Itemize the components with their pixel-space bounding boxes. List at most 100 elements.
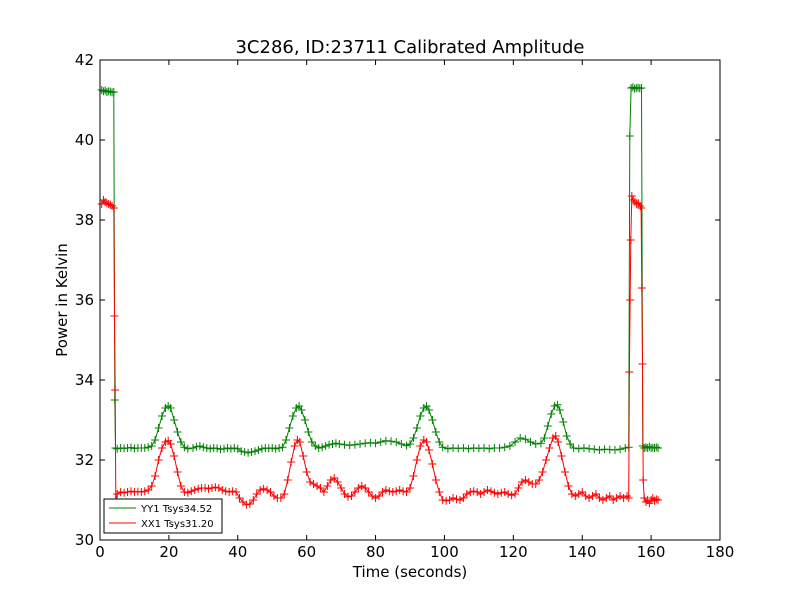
data-point-marker [627,192,636,200]
data-point-marker [170,452,179,460]
data-point-marker [347,492,356,500]
data-point-marker [259,484,268,493]
data-point-marker [428,416,437,424]
data-point-marker [511,490,520,498]
y-tick-label: 32 [75,451,94,469]
data-point-marker [638,360,647,368]
data-point-marker [257,444,266,453]
data-point-marker [287,458,296,466]
data-point-marker [364,488,373,496]
data-point-marker [559,418,568,426]
data-point-marker [147,482,156,490]
data-point-marker [654,444,662,452]
data-point-marker [435,488,444,496]
data-point-marker [561,468,569,476]
data-point-marker [97,200,106,208]
data-point-marker [605,492,614,500]
data-point-marker [192,442,201,451]
data-point-marker [158,444,166,452]
data-point-marker [625,132,634,140]
data-point-marker [297,406,306,414]
data-point-marker [282,436,290,444]
data-point-marker [416,442,425,450]
data-point-marker [378,488,387,496]
data-point-marker [280,490,289,498]
data-point-marker [300,416,309,424]
data-point-marker [337,484,346,492]
data-point-marker [232,488,241,496]
legend: YY1 Tsys34.52 XX1 Tsys31.20 [103,498,223,534]
data-point-marker [431,476,440,484]
data-point-marker [650,496,659,505]
data-point-marker [547,410,556,418]
data-point-marker [435,438,444,446]
data-point-marker [247,448,256,456]
data-point-marker [647,496,656,504]
data-point-marker [473,488,482,496]
data-point-marker [505,442,514,450]
data-point-marker [574,444,583,453]
data-point-marker [641,498,650,506]
data-point-marker [375,492,383,500]
data-point-marker [245,500,254,508]
x-tick-label: 100 [430,543,459,561]
data-point-marker [113,490,122,498]
data-point-marker [388,488,397,496]
data-point-marker [235,494,244,502]
data-point-marker [551,432,560,440]
x-tick-label: 20 [159,543,178,561]
data-point-marker [101,198,110,206]
data-point-marker [459,444,468,452]
data-point-marker [271,444,280,453]
data-point-marker [328,440,337,448]
data-point-marker [637,204,646,212]
data-point-marker [630,198,639,206]
data-point-marker [616,445,625,454]
data-point-marker [412,456,421,464]
data-point-marker [406,440,414,448]
data-point-marker [578,488,587,496]
data-point-marker [536,439,545,448]
data-point-marker [609,496,618,504]
legend-box [103,498,223,534]
data-point-marker [325,440,334,449]
data-point-marker [173,468,182,476]
data-point-marker [306,478,315,486]
data-point-marker [213,444,222,453]
data-point-marker [109,88,118,96]
data-point-marker [579,444,588,452]
data-point-marker [500,488,509,496]
data-point-marker [639,476,648,484]
data-point-marker [151,436,160,444]
data-point-marker [497,488,506,497]
data-point-marker [104,200,113,208]
data-point-marker [180,443,189,452]
data-point-marker [166,440,175,448]
y-tick-label: 38 [75,211,94,229]
data-point-marker [368,492,377,500]
data-point-marker [154,424,163,432]
data-point-marker [531,480,540,488]
data-point-marker [399,487,408,496]
data-point-marker [409,472,418,480]
data-point-marker [275,444,284,452]
data-point-marker [237,447,246,456]
ticks-layer: 0 20 40 60 80 100 120 140 160 180 30 32 34 36 38 40 42 [75,51,734,561]
data-point-marker [230,444,239,452]
data-point-marker [483,486,492,494]
x-tick-label: 140 [568,543,597,561]
data-point-marker [637,84,646,92]
data-point-marker [371,494,380,502]
data-point-marker [480,444,489,452]
data-point-marker [626,236,635,244]
data-point-marker [183,444,192,453]
x-tick-label: 80 [366,543,385,561]
data-point-marker [140,444,149,452]
data-point-marker [101,86,110,95]
data-point-marker [331,439,340,448]
data-point-marker [354,484,363,492]
data-point-marker [612,494,621,502]
series-line [101,86,659,454]
data-point-marker [357,482,366,490]
x-tick-label: 60 [297,543,316,561]
